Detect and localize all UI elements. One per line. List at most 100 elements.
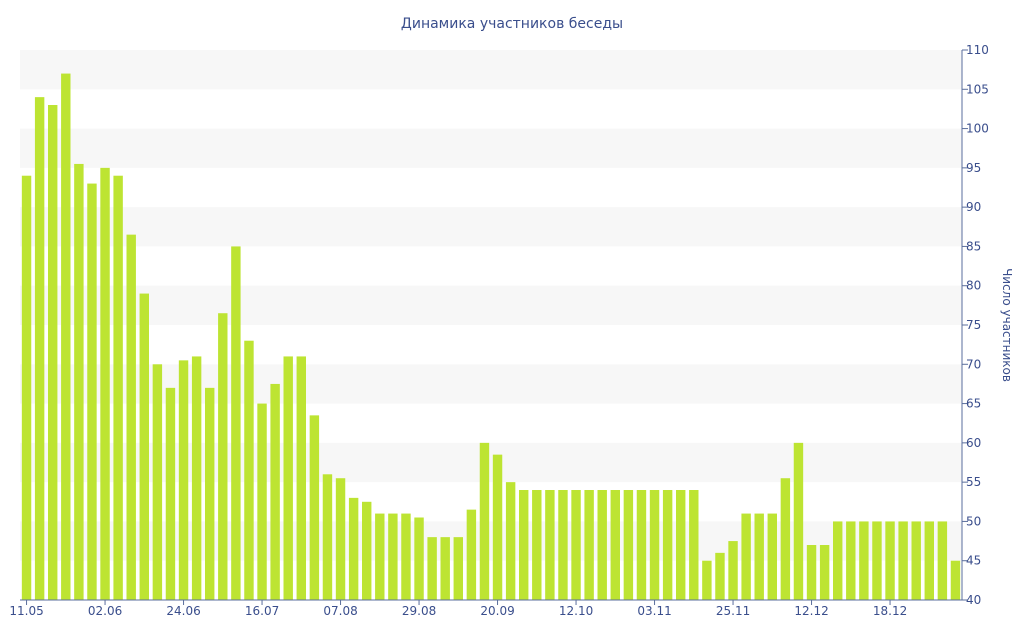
x-tick-label: 12.12 — [794, 604, 828, 618]
bar[interactable] — [859, 521, 869, 600]
bar[interactable] — [309, 415, 320, 600]
bar[interactable] — [741, 513, 751, 600]
bar[interactable] — [21, 175, 32, 600]
bar[interactable] — [833, 521, 843, 600]
bar[interactable] — [728, 541, 738, 600]
bar[interactable] — [571, 490, 581, 600]
bar[interactable] — [126, 234, 136, 600]
y-tick-label: 60 — [966, 436, 981, 450]
bar[interactable] — [519, 490, 529, 600]
bar[interactable] — [505, 482, 516, 600]
bar[interactable] — [558, 490, 568, 600]
bar[interactable] — [414, 517, 424, 601]
bar[interactable] — [636, 490, 647, 600]
bar[interactable] — [715, 552, 725, 600]
bar[interactable] — [610, 490, 620, 600]
bar[interactable] — [793, 442, 804, 600]
bar[interactable] — [676, 490, 686, 600]
bar[interactable] — [532, 490, 542, 600]
bar[interactable] — [492, 454, 503, 600]
bar[interactable] — [348, 497, 359, 600]
y-tick-label: 95 — [966, 161, 981, 175]
bar[interactable] — [662, 490, 673, 600]
y-tick-label: 50 — [966, 514, 981, 528]
bar[interactable] — [754, 513, 764, 600]
grid-band — [20, 442, 962, 483]
bar[interactable] — [34, 97, 45, 600]
y-tick-label: 80 — [966, 279, 981, 293]
bar[interactable] — [100, 167, 110, 601]
bar[interactable] — [152, 364, 163, 600]
y-tick-label: 105 — [966, 82, 989, 96]
y-tick-label: 100 — [966, 122, 989, 136]
bar[interactable] — [689, 490, 699, 600]
bar[interactable] — [74, 163, 84, 600]
bar[interactable] — [479, 442, 490, 600]
y-tick-label: 55 — [966, 475, 981, 489]
bar[interactable] — [584, 490, 594, 600]
grid-band — [20, 50, 962, 90]
x-tick-label: 24.06 — [166, 604, 200, 618]
bar[interactable] — [48, 105, 58, 600]
bar[interactable] — [427, 537, 437, 600]
bar[interactable] — [178, 360, 189, 600]
bar[interactable] — [296, 356, 306, 600]
bar[interactable] — [231, 246, 241, 600]
bar[interactable] — [375, 513, 385, 600]
bar[interactable] — [545, 490, 555, 600]
bar[interactable] — [335, 478, 346, 600]
bar[interactable] — [806, 545, 817, 600]
bar[interactable] — [61, 73, 71, 600]
x-tick-label: 29.08 — [402, 604, 436, 618]
bar[interactable] — [466, 509, 477, 600]
bar[interactable] — [453, 537, 463, 600]
bar[interactable] — [950, 560, 961, 600]
bar[interactable] — [885, 521, 895, 600]
bar[interactable] — [767, 513, 777, 600]
y-tick-label: 90 — [966, 200, 981, 214]
bar[interactable] — [270, 383, 280, 600]
bar[interactable] — [911, 521, 921, 600]
bar[interactable] — [623, 490, 634, 600]
bar[interactable] — [191, 356, 202, 600]
x-tick-label: 16.07 — [245, 604, 279, 618]
grid-band — [20, 364, 962, 404]
grid-band — [20, 207, 962, 247]
bar[interactable] — [924, 521, 934, 600]
bar[interactable] — [649, 490, 660, 600]
bar[interactable] — [362, 501, 372, 600]
bar[interactable] — [283, 356, 293, 600]
grid-bands — [20, 50, 962, 561]
bar[interactable] — [702, 560, 712, 600]
bar[interactable] — [819, 545, 830, 600]
y-tick-label: 70 — [966, 357, 981, 371]
bar[interactable] — [597, 490, 607, 600]
bar[interactable] — [113, 175, 123, 600]
bar[interactable] — [440, 537, 450, 600]
bar[interactable] — [937, 521, 948, 600]
bar[interactable] — [846, 521, 856, 600]
bar[interactable] — [165, 387, 176, 600]
x-tick-label: 20.09 — [480, 604, 514, 618]
bar[interactable] — [205, 387, 215, 600]
bar[interactable] — [244, 340, 254, 600]
bar[interactable] — [218, 313, 228, 600]
grid-band — [20, 285, 962, 325]
bar[interactable] — [322, 474, 333, 600]
bar[interactable] — [898, 521, 908, 600]
bar[interactable] — [780, 478, 791, 600]
bar[interactable] — [388, 513, 398, 600]
bar[interactable] — [872, 521, 882, 600]
bar[interactable] — [401, 513, 411, 600]
x-axis-ticks: 11.05 02.06 24.06 16.07 07.08 29.08 20.09 12.10… — [9, 600, 907, 618]
x-tick-label: 02.06 — [88, 604, 122, 618]
bar[interactable] — [87, 183, 97, 600]
x-tick-label: 07.08 — [323, 604, 357, 618]
y-tick-label: 65 — [966, 397, 981, 411]
bars-group — [21, 73, 961, 601]
bar[interactable] — [257, 403, 267, 600]
y-tick-label: 85 — [966, 239, 981, 253]
bar[interactable] — [139, 293, 149, 600]
x-tick-label: 18.12 — [873, 604, 907, 618]
